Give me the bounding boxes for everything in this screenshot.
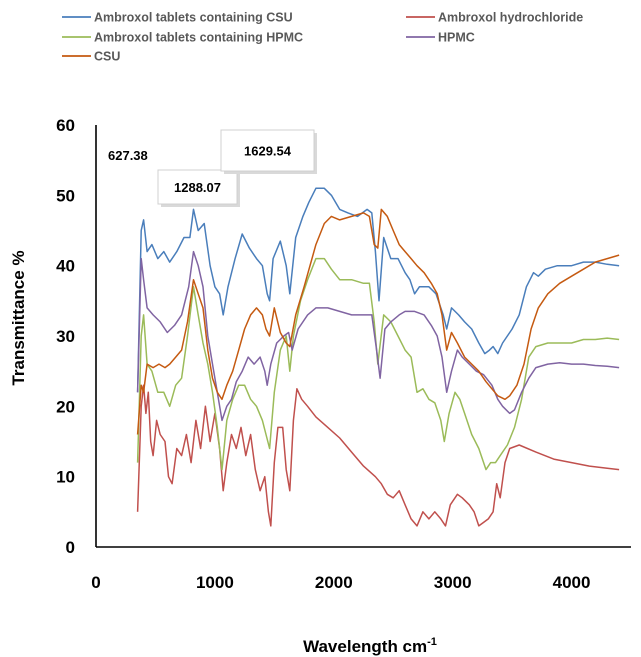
y-tick-label: 0 (66, 538, 75, 557)
x-axis-title-superscript: -1 (427, 636, 437, 648)
axes: 0 10 20 30 40 50 60 0 1000 2000 3000 4000 (56, 116, 631, 592)
y-tick-label: 40 (56, 257, 75, 276)
annotation-box (220, 129, 315, 172)
series-line-2 (136, 384, 620, 527)
x-axis-title: Wavelength cm-1 (303, 636, 437, 656)
legend: Ambroxol tablets containing CSU Ambroxol … (62, 11, 583, 64)
series-line-4 (136, 250, 620, 422)
y-tick-label: 10 (56, 468, 75, 487)
legend-label: Ambroxol tablets containing HPMC (94, 31, 303, 45)
plot-area (136, 187, 620, 527)
series-line-5 (136, 208, 620, 435)
annotation-label: 1629.54 (244, 144, 292, 159)
legend-label: HPMC (438, 31, 475, 45)
x-tick-label: 0 (91, 573, 100, 592)
series-line-1 (136, 187, 620, 393)
x-tick-label: 2000 (315, 573, 353, 592)
x-tick-label: 4000 (553, 573, 591, 592)
annotations: 627.38 1288.07 1629.54 (108, 129, 317, 207)
x-axis-title-main: Wavelength cm (303, 637, 427, 656)
legend-label: Ambroxol hydrochloride (438, 11, 583, 25)
x-tick-label: 1000 (196, 573, 234, 592)
y-axis-title: Transmittance % (9, 250, 28, 385)
y-tick-label: 20 (56, 397, 75, 416)
legend-label: CSU (94, 50, 120, 64)
annotation-label: 627.38 (108, 148, 148, 163)
annotation-box (157, 169, 238, 205)
annotation-label: 1288.07 (174, 180, 221, 195)
y-tick-label: 50 (56, 186, 75, 205)
y-tick-label: 30 (56, 327, 75, 346)
legend-label: Ambroxol tablets containing CSU (94, 11, 293, 25)
y-tick-label: 60 (56, 116, 75, 135)
x-tick-label: 3000 (434, 573, 472, 592)
series-line-3 (136, 257, 620, 471)
